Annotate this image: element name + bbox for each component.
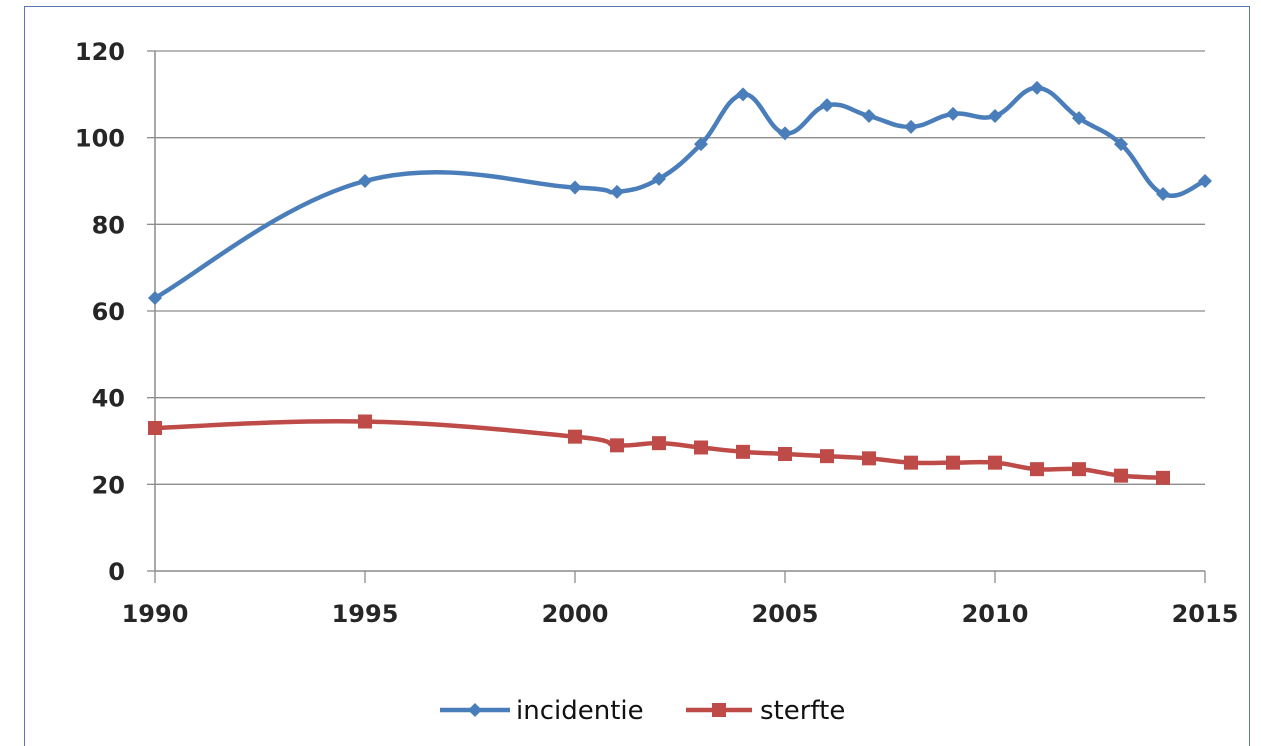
- y-tick-label: 120: [75, 38, 125, 66]
- y-tick-label: 80: [92, 211, 125, 239]
- data-point-incidentie: [904, 119, 918, 134]
- legend-item-incidentie: incidentie: [440, 696, 644, 726]
- x-tick-label: 2010: [962, 600, 1029, 628]
- data-point-sterfte: [358, 414, 372, 429]
- x-tick-label: 2015: [1172, 600, 1239, 628]
- legend-marker-incidentie: [468, 703, 482, 717]
- series-incidentie: [148, 80, 1212, 305]
- y-tick-label: 20: [92, 471, 125, 499]
- chart-frame: [24, 6, 1250, 746]
- legend-item-sterfte: sterfte: [686, 696, 845, 726]
- series-sterfte: [148, 414, 1170, 485]
- gridlines: [155, 50, 1205, 485]
- data-point-incidentie: [694, 137, 708, 152]
- data-point-sterfte: [568, 429, 582, 444]
- data-point-sterfte: [148, 421, 162, 435]
- axes: [147, 50, 1206, 583]
- data-point-incidentie: [568, 180, 582, 195]
- data-point-sterfte: [820, 449, 834, 464]
- data-point-sterfte: [610, 438, 624, 453]
- data-point-incidentie: [1114, 137, 1128, 152]
- data-point-incidentie: [862, 109, 876, 123]
- y-tick-label: 40: [92, 385, 125, 413]
- data-point-sterfte: [988, 455, 1002, 470]
- x-tick-label: 2005: [752, 600, 819, 628]
- y-tick-label: 60: [92, 298, 125, 326]
- data-point-incidentie: [1156, 187, 1170, 201]
- legend: incidentie sterfte: [440, 696, 845, 726]
- data-point-incidentie: [1072, 111, 1086, 126]
- data-point-sterfte: [904, 455, 918, 470]
- data-point-incidentie: [988, 109, 1002, 123]
- data-point-incidentie: [946, 106, 960, 121]
- data-point-incidentie: [778, 126, 792, 141]
- data-point-incidentie: [1198, 174, 1212, 188]
- data-point-incidentie: [652, 171, 666, 186]
- data-point-sterfte: [862, 451, 876, 466]
- x-tick-label: 1995: [332, 600, 399, 628]
- legend-marker-sterfte: [712, 703, 726, 717]
- data-point-incidentie: [358, 174, 372, 188]
- y-tick-label: 100: [75, 125, 125, 153]
- legend-label-sterfte: sterfte: [760, 696, 845, 726]
- series-layer: [148, 80, 1212, 485]
- x-tick-labels: 1990 1995 2000 2005 2010 2015: [122, 600, 1239, 628]
- data-point-incidentie: [736, 87, 750, 102]
- data-point-sterfte: [736, 444, 750, 459]
- y-tick-label: 0: [108, 558, 125, 586]
- data-point-incidentie: [1030, 80, 1044, 95]
- data-point-sterfte: [1072, 462, 1086, 477]
- data-point-sterfte: [1114, 468, 1128, 483]
- data-point-sterfte: [1030, 462, 1044, 477]
- series-line-incidentie: [152, 85, 1208, 301]
- data-point-incidentie: [820, 98, 834, 113]
- data-point-sterfte: [946, 455, 960, 470]
- data-point-sterfte: [1156, 470, 1170, 485]
- data-point-sterfte: [694, 440, 708, 455]
- data-point-incidentie: [610, 184, 624, 199]
- data-point-sterfte: [778, 447, 792, 461]
- data-point-incidentie: [148, 291, 162, 305]
- legend-label-incidentie: incidentie: [516, 696, 644, 726]
- x-tick-label: 1990: [122, 600, 189, 628]
- y-tick-labels: 0 20 40 60 80 100 120: [75, 38, 125, 586]
- x-tick-label: 2000: [542, 600, 609, 628]
- data-point-sterfte: [652, 436, 666, 451]
